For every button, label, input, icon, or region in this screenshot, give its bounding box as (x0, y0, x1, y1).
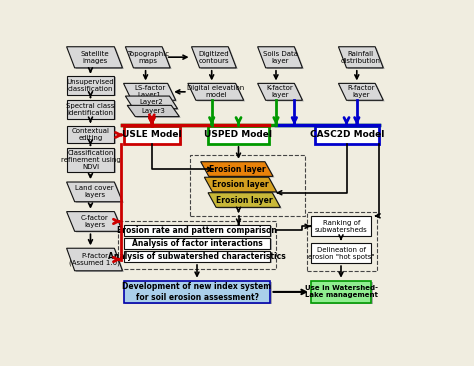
Polygon shape (338, 47, 383, 68)
Text: Use in Watershed-
Lake management: Use in Watershed- Lake management (305, 285, 378, 298)
Text: Digital elevation
model: Digital elevation model (187, 85, 245, 98)
Polygon shape (206, 178, 278, 193)
Polygon shape (124, 83, 176, 100)
Polygon shape (127, 97, 179, 110)
Text: LS-factor
Layer1: LS-factor Layer1 (134, 85, 165, 98)
FancyBboxPatch shape (311, 281, 372, 303)
FancyBboxPatch shape (208, 126, 269, 144)
Polygon shape (338, 83, 383, 100)
Polygon shape (125, 96, 178, 109)
Text: Unsupervised
classification: Unsupervised classification (67, 79, 114, 92)
Polygon shape (204, 177, 277, 192)
FancyBboxPatch shape (68, 149, 116, 173)
FancyBboxPatch shape (315, 126, 379, 144)
Polygon shape (340, 48, 385, 69)
FancyBboxPatch shape (316, 127, 380, 145)
Polygon shape (191, 47, 237, 68)
Text: C-factor
layers: C-factor layers (81, 215, 109, 228)
FancyBboxPatch shape (124, 126, 181, 144)
Polygon shape (66, 248, 122, 271)
FancyBboxPatch shape (210, 127, 270, 145)
Polygon shape (259, 85, 304, 101)
Polygon shape (127, 105, 179, 117)
Text: Analysis of subwatershed characteristics: Analysis of subwatershed characteristics (108, 252, 286, 261)
Polygon shape (68, 213, 124, 232)
Text: Erosion layer: Erosion layer (209, 165, 265, 173)
Polygon shape (210, 194, 282, 209)
Polygon shape (201, 162, 273, 176)
Text: K-factor
layer: K-factor layer (267, 85, 293, 98)
FancyBboxPatch shape (125, 239, 272, 250)
FancyBboxPatch shape (125, 252, 272, 263)
Text: Digitized
contours: Digitized contours (199, 51, 229, 64)
Text: USPED Model: USPED Model (204, 130, 273, 139)
Polygon shape (193, 48, 238, 69)
FancyBboxPatch shape (311, 216, 372, 236)
Text: P-factor
(Assumed 1.0): P-factor (Assumed 1.0) (69, 253, 120, 266)
FancyBboxPatch shape (68, 78, 116, 96)
Text: Erosion layer: Erosion layer (212, 180, 269, 189)
Polygon shape (66, 47, 122, 68)
Polygon shape (66, 182, 122, 202)
Polygon shape (68, 183, 124, 203)
Polygon shape (68, 249, 124, 272)
FancyBboxPatch shape (124, 251, 271, 262)
Text: Rainfall
distribution: Rainfall distribution (341, 51, 381, 64)
FancyBboxPatch shape (66, 76, 114, 95)
Polygon shape (258, 83, 302, 100)
FancyBboxPatch shape (66, 148, 114, 172)
Polygon shape (68, 48, 124, 69)
FancyBboxPatch shape (68, 127, 116, 144)
FancyBboxPatch shape (311, 243, 372, 263)
FancyBboxPatch shape (125, 282, 272, 304)
Polygon shape (125, 85, 177, 101)
Polygon shape (127, 48, 172, 69)
FancyBboxPatch shape (66, 126, 114, 143)
Text: Layer2: Layer2 (139, 100, 164, 105)
Text: Soils Data
layer: Soils Data layer (263, 51, 298, 64)
Text: Classification
refinement using
NDVI: Classification refinement using NDVI (61, 150, 120, 170)
Text: Topographic
maps: Topographic maps (127, 51, 169, 64)
Polygon shape (202, 163, 274, 178)
Text: Erosion rate and pattern comparison: Erosion rate and pattern comparison (117, 226, 277, 235)
Polygon shape (125, 47, 170, 68)
FancyBboxPatch shape (124, 238, 271, 249)
Polygon shape (258, 47, 302, 68)
Text: Ranking of
subwatersheds: Ranking of subwatersheds (315, 220, 367, 233)
Text: Analysis of factor interactions: Analysis of factor interactions (132, 239, 263, 248)
FancyBboxPatch shape (312, 282, 373, 304)
FancyBboxPatch shape (124, 225, 271, 236)
Polygon shape (340, 85, 385, 101)
FancyBboxPatch shape (124, 281, 271, 303)
Polygon shape (66, 212, 122, 231)
Polygon shape (188, 83, 244, 100)
Text: Development of new index system
for soil erosion assessment?: Development of new index system for soil… (122, 282, 272, 302)
FancyBboxPatch shape (125, 127, 182, 145)
Polygon shape (259, 48, 304, 69)
Text: Land cover
layers: Land cover layers (75, 185, 114, 198)
Text: Spectral class
identification: Spectral class identification (66, 103, 115, 116)
Polygon shape (189, 85, 245, 101)
Text: Erosion layer: Erosion layer (216, 195, 273, 205)
Polygon shape (208, 193, 281, 208)
Text: USLE Model: USLE Model (122, 130, 182, 139)
Text: Contextual
editing: Contextual editing (72, 128, 109, 141)
FancyBboxPatch shape (125, 226, 272, 237)
Text: R-factor
layer: R-factor layer (347, 85, 374, 98)
Text: Satellite
images: Satellite images (80, 51, 109, 64)
Text: Layer3: Layer3 (141, 108, 165, 114)
FancyBboxPatch shape (68, 101, 116, 120)
FancyBboxPatch shape (66, 100, 114, 119)
Polygon shape (128, 107, 181, 118)
Text: CASC2D Model: CASC2D Model (310, 130, 384, 139)
Text: Delineation of
erosion "hot spots": Delineation of erosion "hot spots" (308, 247, 374, 260)
